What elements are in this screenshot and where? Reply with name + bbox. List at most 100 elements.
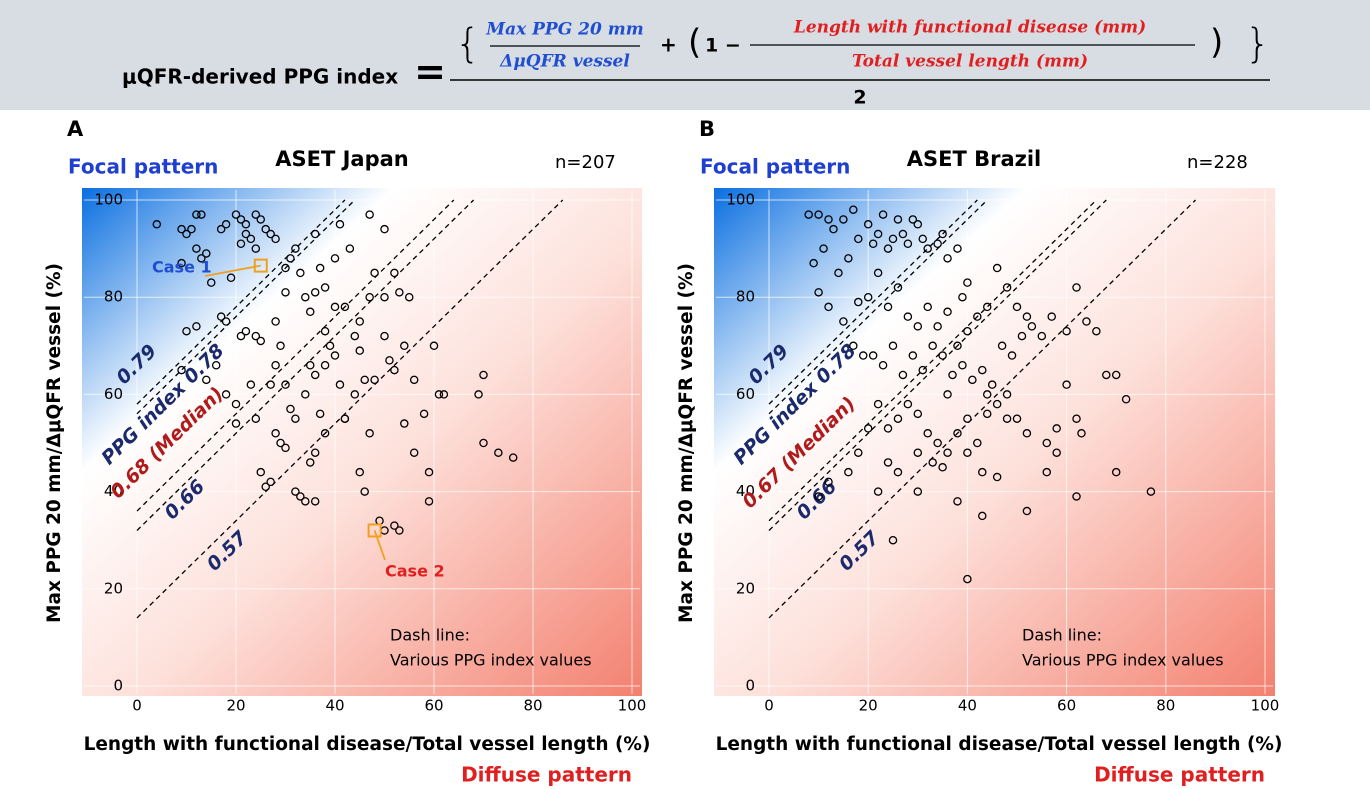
data-point (854, 297, 863, 307)
index-line (136, 199, 475, 531)
data-point (340, 414, 350, 423)
data-point (873, 399, 883, 409)
data-point (256, 215, 265, 224)
data-point (1146, 487, 1156, 496)
data-point (873, 487, 883, 496)
data-point (819, 244, 828, 253)
case-leader (204, 264, 261, 277)
data-point (494, 448, 503, 457)
data-point (933, 322, 942, 331)
data-point (241, 326, 251, 336)
focal-label: Focal pattern (700, 155, 850, 179)
data-point (824, 302, 833, 312)
data-point (271, 429, 280, 438)
data-point (310, 497, 320, 506)
data-point (963, 448, 972, 457)
data-point (982, 302, 992, 312)
data-point (330, 302, 340, 312)
data-point (1121, 395, 1131, 404)
data-point (963, 326, 972, 336)
data-point (192, 322, 201, 331)
data-point (301, 497, 310, 506)
n-label: n=207 (555, 152, 616, 173)
data-point (424, 497, 434, 506)
data-point (814, 492, 823, 501)
data-point (474, 390, 483, 399)
case-label: Case 1 (152, 258, 212, 277)
data-point (883, 302, 893, 312)
data-point (963, 574, 972, 584)
data-point (923, 429, 932, 438)
y-tick-label: 40 (736, 482, 755, 500)
data-point (883, 424, 893, 433)
data-point (1027, 322, 1037, 331)
data-point (1072, 414, 1081, 423)
data-point (938, 229, 947, 239)
data-point (1082, 317, 1091, 326)
data-point (814, 288, 823, 297)
data-point (928, 341, 937, 351)
data-point (380, 224, 389, 234)
data-point (281, 288, 290, 297)
formula-term: Total vessel length (mm) (852, 52, 1088, 72)
data-point (335, 380, 345, 389)
data-point (978, 365, 987, 375)
formula-term: Length with functional disease (mm) (793, 18, 1146, 38)
data-point (863, 292, 873, 302)
data-point (291, 414, 300, 423)
formula-term: ΔμQFR vessel (499, 52, 630, 72)
data-point (814, 210, 823, 219)
data-point (938, 351, 947, 360)
data-point (221, 220, 231, 229)
equals: = (414, 50, 446, 94)
case-marker (253, 258, 268, 273)
y-tick-label: 60 (104, 385, 123, 403)
data-point (355, 467, 364, 477)
x-tick-label: 0 (764, 697, 774, 715)
denominator: 2 (853, 87, 866, 109)
brace: } (1245, 21, 1270, 67)
data-point (305, 307, 315, 317)
data-point (340, 302, 350, 312)
data-point (903, 239, 913, 248)
data-point (439, 390, 449, 399)
y-tick-label: 0 (745, 677, 755, 695)
data-point (893, 414, 903, 423)
data-point (395, 288, 404, 297)
data-point (1047, 312, 1056, 321)
data-point (849, 205, 858, 214)
data-point (192, 210, 201, 219)
data-point (360, 487, 369, 496)
data-point (291, 244, 300, 253)
data-point (1052, 424, 1061, 433)
data-point (958, 360, 967, 370)
data-point (202, 375, 211, 385)
data-point (893, 283, 903, 292)
data-point (878, 210, 888, 219)
data-point (1037, 331, 1047, 341)
data-point (320, 326, 330, 336)
data-point (226, 273, 236, 283)
data-point (325, 341, 335, 351)
data-point (261, 482, 270, 491)
data-point (400, 419, 409, 428)
data-point (943, 307, 952, 317)
case-leader (373, 530, 386, 561)
data-point (883, 244, 893, 253)
data-point (385, 356, 394, 365)
data-point (276, 341, 285, 351)
x-tick-label: 100 (1251, 697, 1280, 715)
data-point (355, 346, 364, 355)
index-line (768, 199, 978, 405)
data-point (310, 288, 320, 297)
brace: { (455, 21, 480, 67)
data-point (281, 263, 290, 273)
data-point (943, 254, 952, 263)
data-point (251, 331, 261, 341)
data-point (479, 438, 488, 448)
data-point (1062, 326, 1071, 336)
data-point (305, 458, 315, 467)
data-point (863, 424, 873, 433)
data-point (390, 365, 399, 375)
data-point (266, 477, 275, 487)
